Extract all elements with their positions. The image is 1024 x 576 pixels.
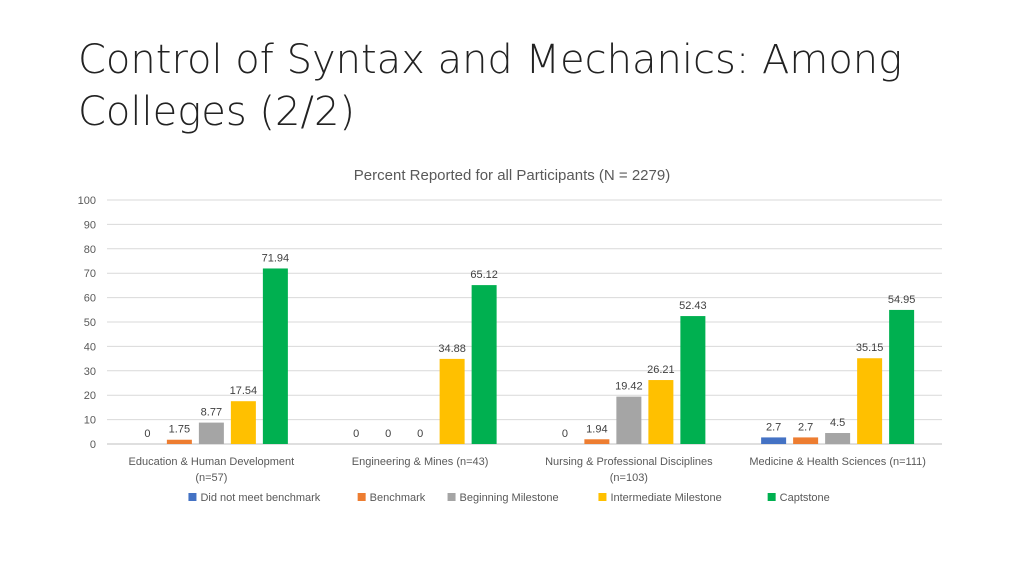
slide-title: Control of Syntax and Mechanics: Among C… xyxy=(78,34,978,138)
gridlines xyxy=(107,199,942,445)
legend-swatch xyxy=(767,493,776,501)
x-category-label: (n=57) xyxy=(195,472,227,484)
bar xyxy=(166,439,192,444)
data-label: 4.5 xyxy=(830,417,845,429)
y-tick-label: 70 xyxy=(84,268,96,280)
data-label: 2.7 xyxy=(798,421,813,433)
data-label: 26.21 xyxy=(647,364,675,376)
legend-label: Benchmark xyxy=(370,492,426,504)
data-label: 65.12 xyxy=(470,269,498,281)
bar xyxy=(857,358,883,444)
bar xyxy=(761,437,787,444)
data-label: 0 xyxy=(562,428,568,440)
data-label: 0 xyxy=(417,428,423,440)
legend-swatch xyxy=(188,493,197,501)
bar xyxy=(793,437,819,444)
x-category-label: Education & Human Development xyxy=(129,456,295,468)
bars xyxy=(166,268,915,444)
legend-swatch xyxy=(447,493,456,501)
y-tick-label: 60 xyxy=(84,293,96,305)
slide-title-line-1: Control of Syntax and Mechanics: Among xyxy=(78,37,903,83)
data-label: 1.94 xyxy=(586,423,607,435)
x-axis: Education & Human Development (n=57) Engin… xyxy=(129,456,926,484)
legend: Did not meet benchmark Benchmark Beginning… xyxy=(188,492,830,504)
data-label: 2.7 xyxy=(766,421,781,433)
data-label: 0 xyxy=(353,428,359,440)
bar xyxy=(889,309,915,444)
legend-label: Did not meet benchmark xyxy=(200,492,320,504)
data-label: 17.54 xyxy=(230,385,258,397)
y-tick-label: 80 xyxy=(84,244,96,256)
data-label: 8.77 xyxy=(201,407,222,419)
legend-swatch xyxy=(357,493,366,501)
data-label: 54.95 xyxy=(888,294,916,306)
data-label: 1.75 xyxy=(169,424,190,436)
legend-item: Did not meet benchmark xyxy=(188,492,321,504)
y-tick-label: 10 xyxy=(84,415,96,427)
y-tick-label: 40 xyxy=(84,341,96,353)
data-label: 0 xyxy=(385,428,391,440)
x-category-label: Medicine & Health Sciences (n=111) xyxy=(749,456,926,468)
y-tick-label: 20 xyxy=(84,390,96,402)
data-label: 71.94 xyxy=(262,252,290,264)
x-category-label: Nursing & Professional Disciplines xyxy=(545,456,713,468)
y-tick-label: 50 xyxy=(84,317,96,329)
bar xyxy=(680,316,706,444)
bar xyxy=(198,422,224,444)
x-category-label: (n=103) xyxy=(610,472,648,484)
x-category-label: Engineering & Mines (n=43) xyxy=(352,456,489,468)
bar xyxy=(230,401,256,444)
legend-label: Intermediate Milestone xyxy=(610,492,721,504)
y-tick-label: 100 xyxy=(78,195,96,207)
bar xyxy=(262,268,288,444)
bar xyxy=(439,358,465,444)
bar xyxy=(616,396,642,444)
bar xyxy=(584,439,610,444)
chart-title: Percent Reported for all Participants (N… xyxy=(354,167,670,184)
legend-label: Captstone xyxy=(780,492,830,504)
legend-item: Benchmark xyxy=(357,492,426,504)
legend-swatch xyxy=(598,493,607,501)
data-label: 34.88 xyxy=(438,343,466,355)
y-axis: 0 10 20 30 40 50 60 70 80 90 100 xyxy=(78,195,96,451)
y-tick-label: 90 xyxy=(84,219,96,231)
legend-item: Beginning Milestone xyxy=(447,492,559,504)
y-tick-label: 30 xyxy=(84,366,96,378)
data-labels: 0 1.75 8.77 17.54 71.94 0 0 0 34.88 65.12 0 1.94 19.… xyxy=(144,252,915,440)
data-label: 19.42 xyxy=(615,381,643,393)
data-label: 35.15 xyxy=(856,342,884,354)
bar xyxy=(471,285,497,444)
legend-label: Beginning Milestone xyxy=(460,492,559,504)
y-tick-label: 0 xyxy=(90,439,96,451)
bar xyxy=(648,380,674,444)
legend-item: Intermediate Milestone xyxy=(598,492,722,504)
slide-title-line-2: Colleges (2/2) xyxy=(78,89,355,135)
data-label: 0 xyxy=(144,428,150,440)
legend-item: Captstone xyxy=(767,492,830,504)
bar xyxy=(825,433,851,444)
data-label: 52.43 xyxy=(679,300,707,312)
